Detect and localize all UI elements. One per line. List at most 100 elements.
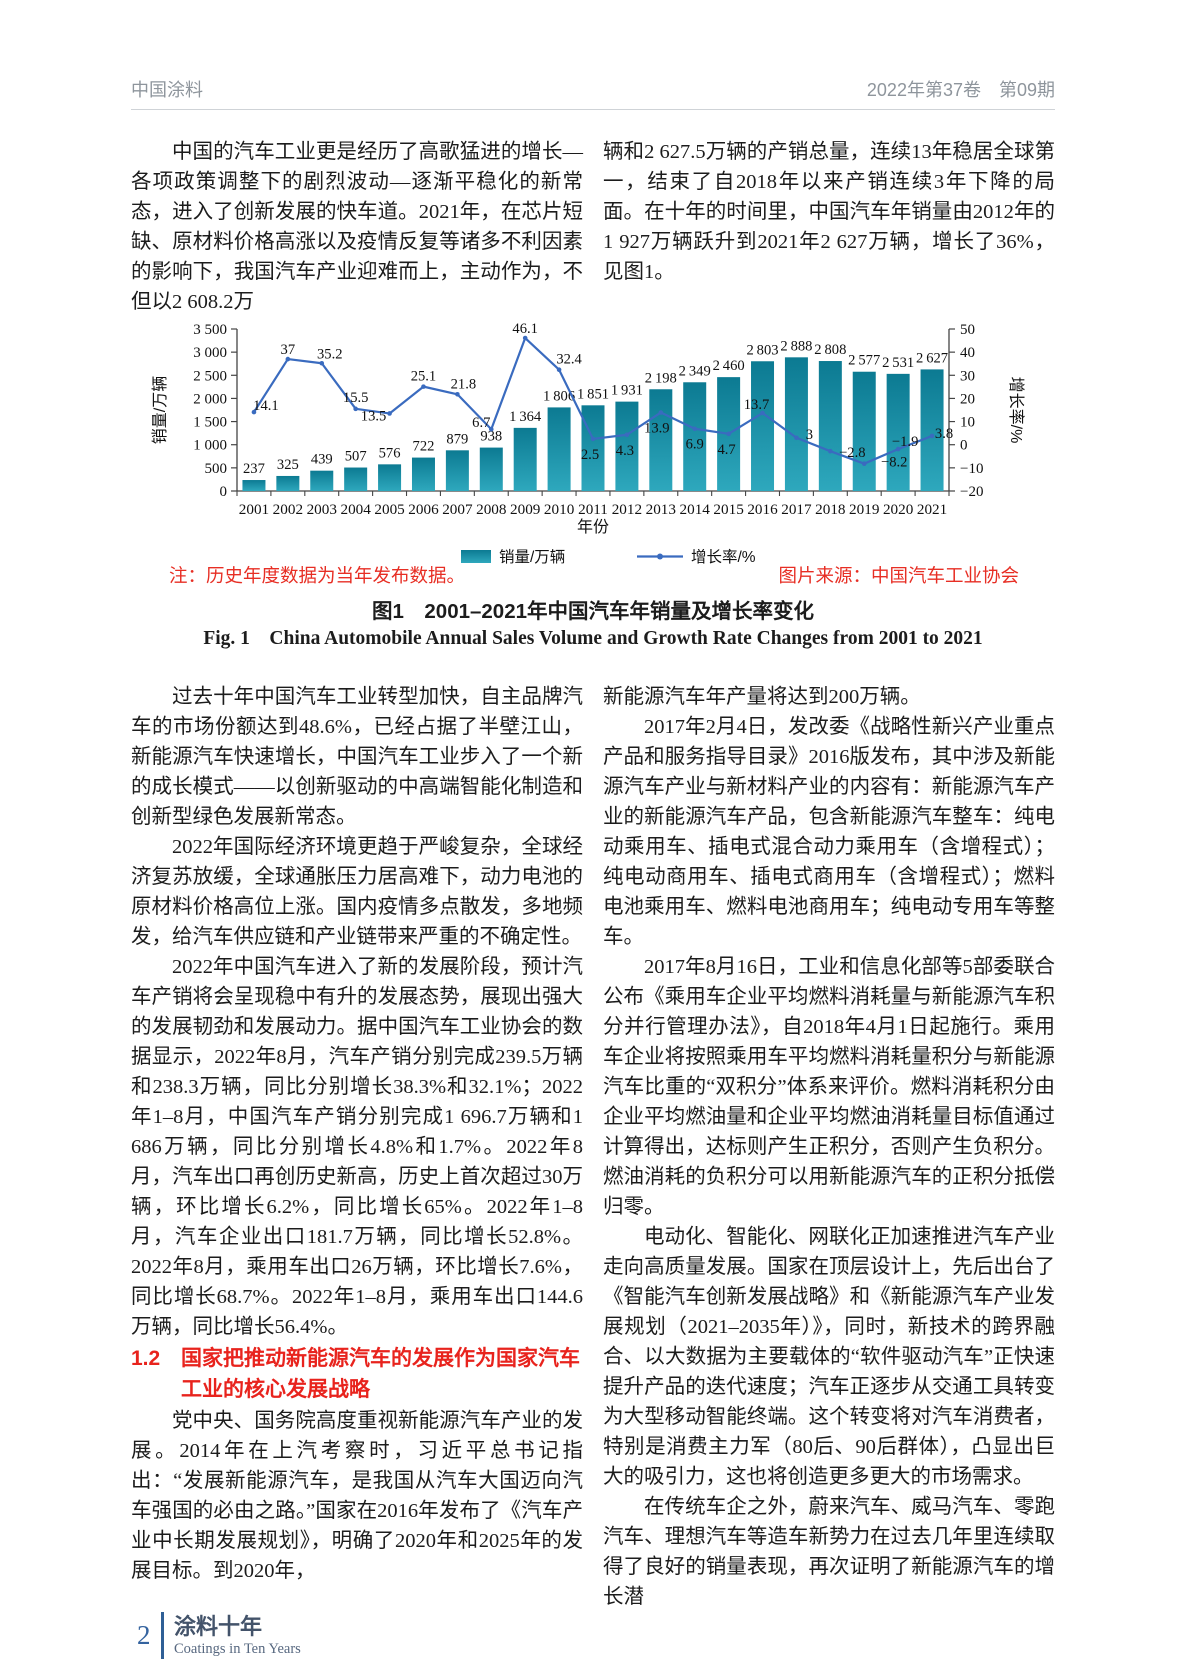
svg-text:21.8: 21.8 <box>451 376 477 392</box>
intro-columns: 中国的汽车工业更是经历了高歌猛进的增长—各项政策调整下的剧烈波动—逐渐平稳化的新… <box>131 137 1055 317</box>
figure-notes: 注：历史年度数据为当年发布数据。 图片来源：中国汽车工业协会 <box>131 564 1055 590</box>
svg-text:2016: 2016 <box>747 501 778 518</box>
svg-text:0: 0 <box>220 484 228 500</box>
svg-text:2006: 2006 <box>408 501 439 518</box>
svg-text:2 803: 2 803 <box>746 342 778 358</box>
svg-text:30: 30 <box>960 368 975 384</box>
svg-text:2 577: 2 577 <box>848 353 880 369</box>
svg-text:2.5: 2.5 <box>581 447 599 463</box>
svg-text:2021: 2021 <box>917 501 947 518</box>
page-number: 2 <box>137 1620 151 1650</box>
svg-text:6.7: 6.7 <box>472 415 490 431</box>
svg-text:销量/万辆: 销量/万辆 <box>151 376 169 444</box>
svg-text:2017: 2017 <box>781 501 812 518</box>
figure1-chart-wrap: 0 500 1 000 1 500 2 000 2 500 3 000 3 500 −20 −10… <box>131 321 1055 570</box>
svg-text:增长率/%: 增长率/% <box>1007 377 1025 444</box>
svg-text:15.5: 15.5 <box>343 390 369 406</box>
svg-text:50: 50 <box>960 322 975 338</box>
svg-text:2013: 2013 <box>646 501 676 518</box>
svg-text:938: 938 <box>480 429 502 445</box>
svg-text:销量/万辆: 销量/万辆 <box>499 548 565 565</box>
page-footer: 2 涂料十年 Coatings in Ten Years <box>131 1612 1055 1659</box>
paragraph: 新能源汽车年产量将达到200万辆。 <box>603 686 921 708</box>
svg-text:3: 3 <box>806 427 813 443</box>
svg-text:2 627: 2 627 <box>916 350 948 366</box>
intro-left-column: 中国的汽车工业更是经历了高歌猛进的增长—各项政策调整下的剧烈波动—逐渐平稳化的新… <box>131 137 583 317</box>
journal-name: 中国涂料 <box>131 80 203 100</box>
svg-text:13.7: 13.7 <box>744 397 770 413</box>
svg-text:年份: 年份 <box>577 518 609 536</box>
svg-text:35.2: 35.2 <box>317 346 343 362</box>
svg-text:4.7: 4.7 <box>717 442 735 458</box>
svg-text:4.3: 4.3 <box>616 443 634 459</box>
svg-text:439: 439 <box>311 452 333 468</box>
svg-text:2005: 2005 <box>374 501 404 518</box>
svg-text:−2.8: −2.8 <box>839 445 865 461</box>
svg-text:−8.2: −8.2 <box>881 455 907 471</box>
svg-text:37: 37 <box>281 342 296 358</box>
paragraph: 2017年2月4日，发改委《战略性新兴产业重点产品和服务指导目录》2016版发布… <box>603 716 1055 948</box>
footer-divider <box>160 1612 164 1659</box>
section-title: 国家把推动新能源汽车的发展作为国家汽车工业的核心发展战略 <box>181 1347 580 1401</box>
svg-text:2 198: 2 198 <box>645 370 677 386</box>
issue-info: 2022年第37卷 第09期 <box>866 80 1055 100</box>
svg-text:2020: 2020 <box>883 501 914 518</box>
svg-text:增长率/%: 增长率/% <box>691 548 756 565</box>
body-right-column: 新能源汽车年产量将达到200万辆。 2017年2月4日，发改委《战略性新兴产业重… <box>603 682 1055 1612</box>
svg-text:2 000: 2 000 <box>193 391 227 407</box>
svg-text:325: 325 <box>277 457 299 473</box>
svg-text:14.1: 14.1 <box>253 398 279 414</box>
paragraph: 2022年国际经济环境更趋于严峻复杂，全球经济复苏放缓，全球通胀压力居高难下，动… <box>131 836 583 948</box>
paragraph: 中国的汽车工业更是经历了高歌猛进的增长—各项政策调整下的剧烈波动—逐渐平稳化的新… <box>131 141 583 313</box>
svg-text:6.9: 6.9 <box>686 437 704 453</box>
svg-text:3 500: 3 500 <box>193 322 227 338</box>
svg-text:722: 722 <box>413 439 435 455</box>
svg-text:2 500: 2 500 <box>193 368 227 384</box>
svg-text:40: 40 <box>960 345 975 361</box>
svg-text:3 000: 3 000 <box>193 345 227 361</box>
svg-text:2012: 2012 <box>612 501 642 518</box>
svg-text:−10: −10 <box>960 461 983 477</box>
svg-text:3.8: 3.8 <box>935 426 953 442</box>
svg-text:25.1: 25.1 <box>411 369 437 385</box>
svg-text:20: 20 <box>960 391 975 407</box>
svg-text:507: 507 <box>345 449 367 465</box>
body-left-column: 过去十年中国汽车工业转型加快，自主品牌汽车的市场份额达到48.6%，已经占据了半… <box>131 682 583 1612</box>
section-heading-1-2: 1.2 国家把推动新能源汽车的发展作为国家汽车工业的核心发展战略 <box>131 1343 583 1405</box>
paragraph: 2017年8月16日，工业和信息化部等5部委联合公布《乘用车企业平均燃料消耗量与… <box>603 956 1055 1218</box>
svg-text:2014: 2014 <box>680 501 711 518</box>
svg-text:237: 237 <box>243 461 265 477</box>
section-number: 1.2 <box>131 1347 161 1370</box>
svg-text:1 000: 1 000 <box>193 438 227 454</box>
svg-text:2 888: 2 888 <box>780 338 812 354</box>
svg-text:2003: 2003 <box>307 501 337 518</box>
svg-text:2019: 2019 <box>849 501 879 518</box>
svg-text:2015: 2015 <box>713 501 743 518</box>
svg-text:−20: −20 <box>960 484 983 500</box>
svg-text:0: 0 <box>960 438 968 454</box>
svg-text:2 460: 2 460 <box>713 358 745 374</box>
page-header: 中国涂料 2022年第37卷 第09期 <box>131 76 1055 110</box>
svg-text:46.1: 46.1 <box>512 321 538 337</box>
svg-text:576: 576 <box>379 445 401 461</box>
svg-text:2007: 2007 <box>442 501 473 518</box>
svg-text:2 808: 2 808 <box>814 342 846 358</box>
svg-text:1 931: 1 931 <box>611 383 643 399</box>
svg-text:1 851: 1 851 <box>577 386 609 402</box>
footer-brand-cn: 涂料十年 <box>174 1613 263 1639</box>
paragraph: 党中央、国务院高度重视新能源汽车产业的发展。2014年在上汽考察时，习近平总书记… <box>131 1410 583 1582</box>
svg-text:13.5: 13.5 <box>361 408 387 424</box>
svg-text:2010: 2010 <box>544 501 575 518</box>
intro-right-column: 辆和2 627.5万辆的产销总量，连续13年稳居全球第一，结束了自2018年以来… <box>603 137 1055 317</box>
svg-text:10: 10 <box>960 415 975 431</box>
svg-text:1 806: 1 806 <box>543 388 575 404</box>
journal-page: 中国涂料 2022年第37卷 第09期 中国的汽车工业更是经历了高歌猛进的增长—… <box>131 76 1055 1659</box>
svg-text:2 531: 2 531 <box>882 355 914 371</box>
svg-text:2011: 2011 <box>578 501 608 518</box>
svg-text:2008: 2008 <box>476 501 507 518</box>
figure-caption-en: Fig. 1 China Automobile Annual Sales Vol… <box>203 628 983 649</box>
body-columns: 过去十年中国汽车工业转型加快，自主品牌汽车的市场份额达到48.6%，已经占据了半… <box>131 682 1055 1612</box>
svg-text:2002: 2002 <box>273 501 303 518</box>
paragraph: 2022年中国汽车进入了新的发展阶段，预计汽车产销将会呈现稳中有升的发展态势，展… <box>131 956 583 1338</box>
